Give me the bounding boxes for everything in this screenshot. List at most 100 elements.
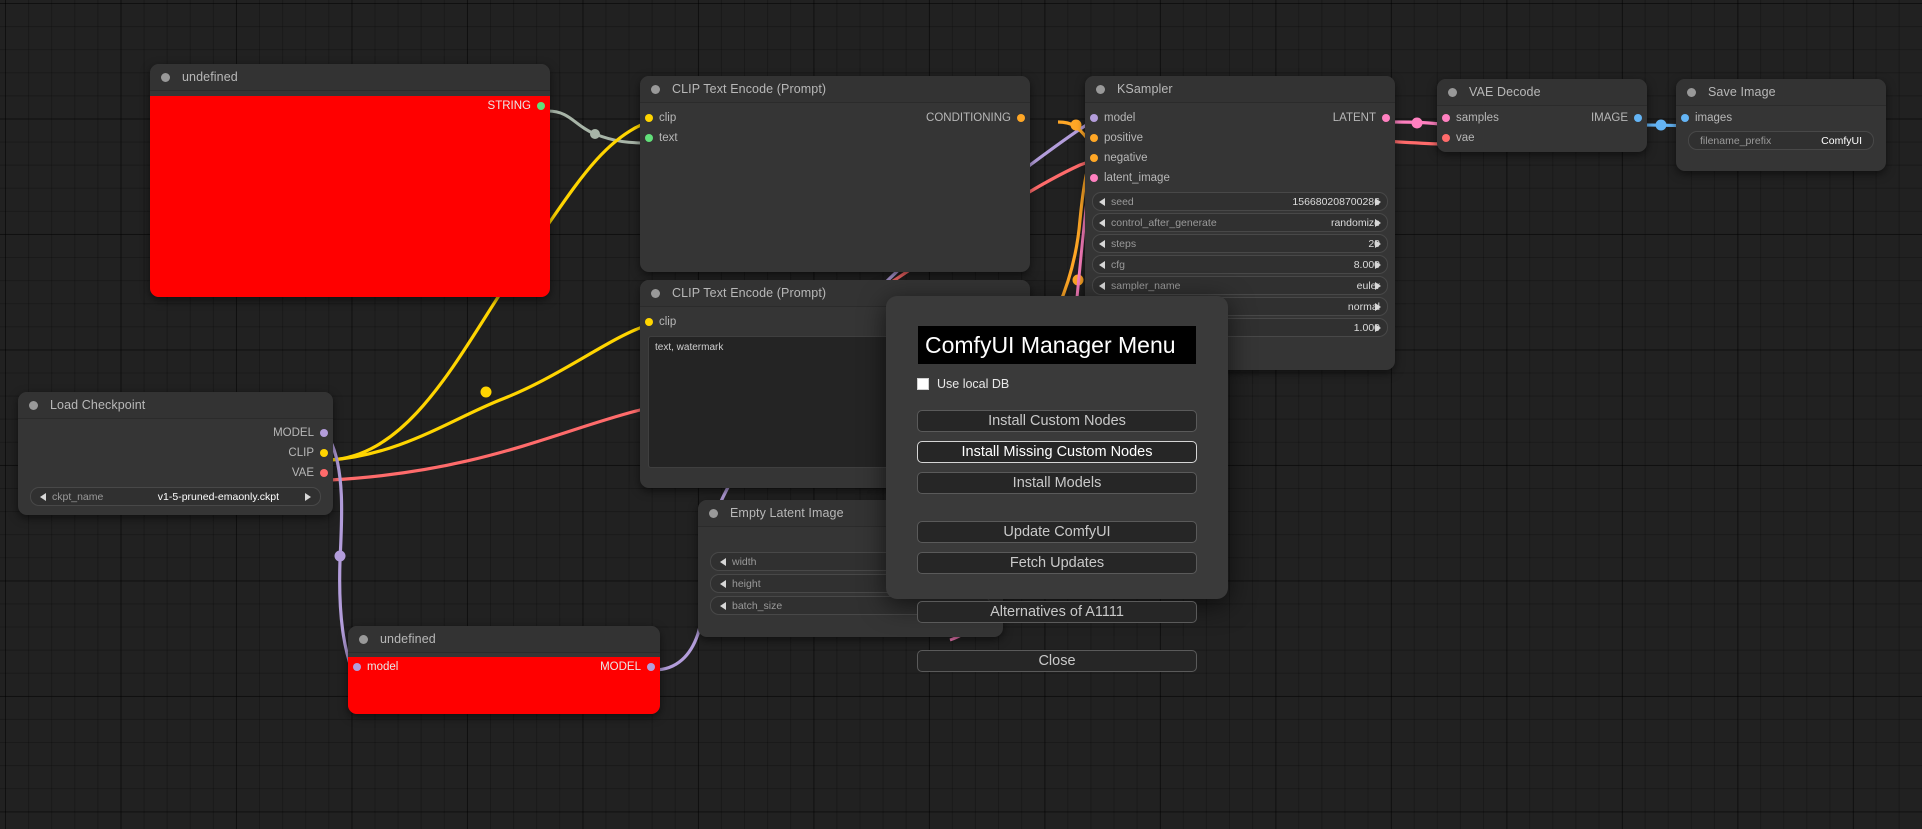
widget-cfg[interactable]: cfg 8.000 bbox=[1092, 255, 1388, 274]
install-custom-nodes-button[interactable]: Install Custom Nodes bbox=[917, 410, 1197, 432]
model-out-port-dot[interactable] bbox=[647, 663, 655, 671]
decrement-arrow-icon[interactable] bbox=[1099, 260, 1105, 269]
input-slot-label: images bbox=[1695, 112, 1733, 124]
widget-ckpt-name[interactable]: ckpt_name v1-5-pruned-emaonly.ckpt bbox=[30, 487, 321, 506]
use-local-db-checkbox[interactable] bbox=[917, 378, 929, 390]
node-title-bar[interactable]: VAE Decode bbox=[1437, 79, 1647, 106]
input-slot-latent-image[interactable]: latent_image bbox=[1085, 168, 1395, 188]
install-missing-custom-nodes-button[interactable]: Install Missing Custom Nodes bbox=[917, 441, 1197, 463]
increment-arrow-icon[interactable] bbox=[1375, 281, 1381, 290]
node-save-image[interactable]: Save Image images filename_prefix ComfyU… bbox=[1676, 79, 1886, 171]
decrement-arrow-icon[interactable] bbox=[720, 601, 726, 610]
widget-label: seed bbox=[1111, 195, 1134, 208]
widget-label: height bbox=[732, 577, 761, 590]
input-slot-text[interactable]: text bbox=[640, 128, 1030, 148]
widget-control-after-generate[interactable]: control_after_generate randomize bbox=[1092, 213, 1388, 232]
widget-seed[interactable]: seed 156680208700286 bbox=[1092, 192, 1388, 211]
model-port-dot[interactable] bbox=[1090, 114, 1098, 122]
vae-port-dot[interactable] bbox=[320, 469, 328, 477]
node-title-bar[interactable]: KSampler bbox=[1085, 76, 1395, 103]
input-slot-images[interactable]: images bbox=[1676, 108, 1886, 128]
widget-value: v1-5-pruned-emaonly.ckpt bbox=[157, 490, 279, 503]
positive-port-dot[interactable] bbox=[1090, 134, 1098, 142]
vae-port-dot[interactable] bbox=[1442, 134, 1450, 142]
widget-label: cfg bbox=[1111, 258, 1126, 271]
samples-port-dot[interactable] bbox=[1442, 114, 1450, 122]
output-slot-vae[interactable]: VAE bbox=[18, 463, 333, 483]
model-port-dot[interactable] bbox=[320, 429, 328, 437]
input-slot-model[interactable]: model MODEL bbox=[348, 657, 660, 677]
node-title-bar[interactable]: undefined bbox=[348, 626, 660, 653]
input-slot-clip[interactable]: clip CONDITIONING bbox=[640, 108, 1030, 128]
negative-port-dot[interactable] bbox=[1090, 154, 1098, 162]
output-slot-label: IMAGE bbox=[1590, 112, 1628, 124]
output-slot-clip[interactable]: CLIP bbox=[18, 443, 333, 463]
node-ksampler[interactable]: KSampler model LATENT positive negative … bbox=[1085, 76, 1395, 370]
latent-image-port-dot[interactable] bbox=[1090, 174, 1098, 182]
clip-port-dot[interactable] bbox=[645, 318, 653, 326]
decrement-arrow-icon[interactable] bbox=[720, 557, 726, 566]
node-title-bar[interactable]: Load Checkpoint bbox=[18, 392, 333, 419]
increment-arrow-icon[interactable] bbox=[1375, 302, 1381, 311]
string-port-dot[interactable] bbox=[537, 102, 545, 110]
input-slot-samples[interactable]: samples IMAGE bbox=[1437, 108, 1647, 128]
output-slot-label: MODEL bbox=[600, 661, 641, 673]
input-slot-positive[interactable]: positive bbox=[1085, 128, 1395, 148]
decrement-arrow-icon[interactable] bbox=[1099, 218, 1105, 227]
update-comfyui-button[interactable]: Update ComfyUI bbox=[917, 521, 1197, 543]
node-body: images filename_prefix ComfyUI bbox=[1676, 108, 1886, 171]
widget-sampler-name[interactable]: sampler_name euler bbox=[1092, 276, 1388, 295]
node-status-dot bbox=[1096, 84, 1105, 94]
widget-filename-prefix[interactable]: filename_prefix ComfyUI bbox=[1688, 131, 1874, 150]
output-slot-string[interactable]: STRING bbox=[150, 96, 550, 116]
increment-arrow-icon[interactable] bbox=[1375, 218, 1381, 227]
model-port-dot[interactable] bbox=[353, 663, 361, 671]
output-slot-label: CLIP bbox=[288, 447, 314, 459]
node-title-label: VAE Decode bbox=[1469, 85, 1541, 99]
node-title-label: CLIP Text Encode (Prompt) bbox=[672, 82, 827, 96]
widget-steps[interactable]: steps 20 bbox=[1092, 234, 1388, 253]
node-title-bar[interactable]: Save Image bbox=[1676, 79, 1886, 106]
comfyui-manager-menu-dialog[interactable]: ComfyUI Manager Menu Use local DB Instal… bbox=[886, 296, 1228, 672]
conditioning-port-dot[interactable] bbox=[1017, 114, 1025, 122]
install-models-button[interactable]: Install Models bbox=[917, 472, 1197, 494]
widget-label: batch_size bbox=[732, 599, 783, 612]
node-undefined-model[interactable]: undefined model MODEL bbox=[348, 626, 660, 714]
input-slot-label: model bbox=[1104, 112, 1136, 124]
input-slot-label: text bbox=[659, 132, 678, 144]
output-slot-model[interactable]: MODEL bbox=[18, 423, 333, 443]
node-vae-decode[interactable]: VAE Decode samples IMAGE vae bbox=[1437, 79, 1647, 152]
increment-arrow-icon[interactable] bbox=[305, 492, 311, 501]
node-load-checkpoint[interactable]: Load Checkpoint MODEL CLIP VAE ckpt_name… bbox=[18, 392, 333, 515]
node-undefined-string[interactable]: undefined STRING bbox=[150, 64, 550, 297]
decrement-arrow-icon[interactable] bbox=[1099, 197, 1105, 206]
clip-port-dot[interactable] bbox=[645, 114, 653, 122]
increment-arrow-icon[interactable] bbox=[1375, 197, 1381, 206]
node-title-bar[interactable]: CLIP Text Encode (Prompt) bbox=[640, 76, 1030, 103]
alternatives-of-a1111-button[interactable]: Alternatives of A1111 bbox=[917, 601, 1197, 623]
close-button[interactable]: Close bbox=[917, 650, 1197, 672]
decrement-arrow-icon[interactable] bbox=[1099, 281, 1105, 290]
widget-label: ckpt_name bbox=[52, 490, 104, 503]
node-clip-text-encode-positive[interactable]: CLIP Text Encode (Prompt) clip CONDITION… bbox=[640, 76, 1030, 272]
decrement-arrow-icon[interactable] bbox=[1099, 239, 1105, 248]
decrement-arrow-icon[interactable] bbox=[720, 579, 726, 588]
node-status-dot bbox=[651, 84, 660, 94]
use-local-db-row[interactable]: Use local DB bbox=[917, 377, 1009, 391]
input-slot-model[interactable]: model LATENT bbox=[1085, 108, 1395, 128]
input-slot-negative[interactable]: negative bbox=[1085, 148, 1395, 168]
node-title-bar[interactable]: undefined bbox=[150, 64, 550, 91]
images-port-dot[interactable] bbox=[1681, 114, 1689, 122]
latent-port-dot[interactable] bbox=[1382, 114, 1390, 122]
increment-arrow-icon[interactable] bbox=[1375, 239, 1381, 248]
input-slot-clip[interactable]: clip bbox=[640, 312, 1030, 332]
clip-port-dot[interactable] bbox=[320, 449, 328, 457]
decrement-arrow-icon[interactable] bbox=[40, 492, 46, 501]
text-port-dot[interactable] bbox=[645, 134, 653, 142]
fetch-updates-button[interactable]: Fetch Updates bbox=[917, 552, 1197, 574]
image-port-dot[interactable] bbox=[1634, 114, 1642, 122]
increment-arrow-icon[interactable] bbox=[1375, 323, 1381, 332]
increment-arrow-icon[interactable] bbox=[1375, 260, 1381, 269]
input-slot-vae[interactable]: vae bbox=[1437, 128, 1647, 148]
